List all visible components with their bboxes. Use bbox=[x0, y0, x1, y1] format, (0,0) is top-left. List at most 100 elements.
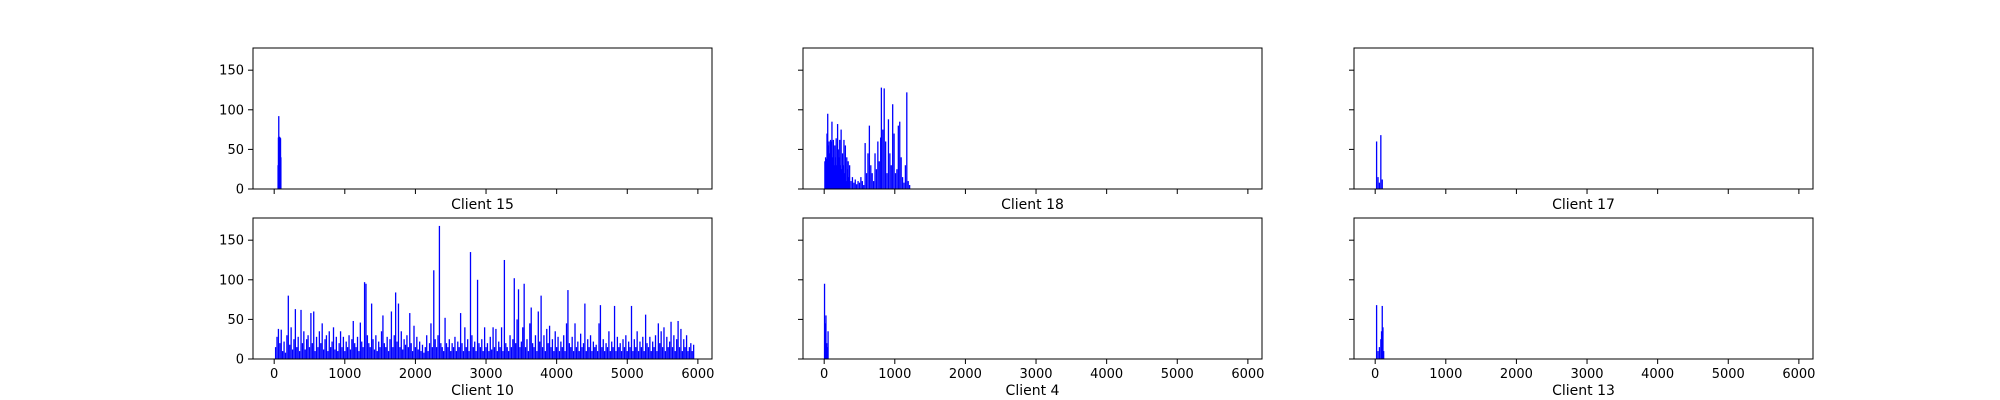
bar bbox=[534, 335, 537, 359]
bar bbox=[385, 347, 387, 359]
bar bbox=[591, 351, 593, 359]
bar bbox=[488, 351, 490, 359]
bar bbox=[835, 138, 837, 189]
x-tick-label: 1000 bbox=[328, 367, 361, 382]
bar bbox=[1378, 347, 1381, 359]
bar bbox=[1380, 339, 1382, 359]
bar bbox=[604, 351, 606, 359]
bar bbox=[580, 333, 582, 359]
bar bbox=[857, 181, 859, 189]
bar bbox=[683, 339, 685, 359]
bar bbox=[647, 347, 650, 359]
bar bbox=[889, 153, 891, 189]
bar bbox=[867, 153, 869, 189]
x-tick-label: 1000 bbox=[1429, 367, 1462, 382]
x-tick-label: 6000 bbox=[1231, 367, 1264, 382]
bar bbox=[824, 157, 827, 189]
bar bbox=[547, 343, 549, 359]
x-tick-label: 4000 bbox=[540, 367, 573, 382]
bar bbox=[458, 347, 460, 359]
bar bbox=[354, 343, 356, 359]
bar bbox=[596, 351, 599, 359]
bar bbox=[637, 351, 640, 359]
bar bbox=[1375, 141, 1378, 189]
bar bbox=[599, 305, 602, 359]
bar bbox=[284, 352, 287, 359]
y-tick-label: 100 bbox=[219, 273, 244, 288]
bar bbox=[1380, 135, 1382, 189]
bar bbox=[649, 336, 651, 359]
bar bbox=[506, 347, 508, 359]
bar bbox=[654, 335, 657, 359]
bar bbox=[883, 88, 885, 189]
bar bbox=[588, 347, 590, 359]
bar bbox=[893, 133, 895, 189]
bar bbox=[402, 349, 404, 359]
bar bbox=[313, 311, 315, 359]
y-tick-label: 0 bbox=[236, 183, 244, 198]
bar bbox=[502, 351, 504, 359]
bar bbox=[828, 141, 830, 189]
bar bbox=[553, 351, 555, 359]
bar bbox=[282, 351, 284, 359]
bar bbox=[843, 139, 845, 189]
bar bbox=[832, 139, 835, 189]
bar bbox=[529, 323, 531, 359]
bar bbox=[660, 331, 662, 359]
bar bbox=[519, 347, 521, 359]
bar bbox=[896, 169, 898, 189]
bar bbox=[406, 335, 408, 359]
bar bbox=[435, 347, 438, 359]
bar bbox=[349, 349, 352, 359]
bar bbox=[280, 157, 282, 189]
bar bbox=[906, 92, 908, 189]
bar bbox=[650, 351, 652, 359]
bar bbox=[558, 351, 561, 359]
bar bbox=[383, 343, 385, 359]
bar bbox=[327, 351, 329, 359]
bar bbox=[517, 289, 520, 359]
bar bbox=[341, 347, 343, 359]
bar bbox=[283, 341, 285, 359]
bar bbox=[306, 339, 308, 359]
y-tick-label: 50 bbox=[227, 313, 244, 328]
bar bbox=[441, 347, 443, 359]
bar bbox=[836, 165, 838, 189]
bar bbox=[483, 327, 486, 359]
bar bbox=[503, 259, 506, 359]
bar bbox=[420, 351, 422, 359]
bar bbox=[874, 153, 876, 189]
x-tick-label: 0 bbox=[1371, 367, 1379, 382]
bar bbox=[861, 181, 863, 189]
bar bbox=[279, 343, 281, 359]
x-tick-label: 6000 bbox=[681, 367, 714, 382]
bar bbox=[618, 347, 620, 359]
bar bbox=[334, 349, 336, 359]
bar bbox=[1377, 351, 1379, 359]
bar bbox=[410, 343, 412, 359]
bar bbox=[574, 323, 576, 359]
bar bbox=[459, 313, 462, 359]
bar bbox=[827, 113, 829, 189]
bar bbox=[428, 343, 431, 359]
bar bbox=[414, 347, 417, 359]
bar bbox=[330, 347, 332, 359]
x-tick-label: 6000 bbox=[1782, 367, 1815, 382]
bar bbox=[404, 344, 407, 359]
bar bbox=[397, 303, 400, 359]
bar bbox=[541, 347, 544, 359]
bar bbox=[298, 351, 301, 359]
bar bbox=[1381, 179, 1383, 189]
bar bbox=[498, 341, 500, 359]
bar bbox=[633, 339, 635, 359]
x-tick-label: 5000 bbox=[1712, 367, 1745, 382]
bar bbox=[850, 181, 852, 189]
bar bbox=[846, 157, 848, 189]
bar bbox=[844, 173, 846, 189]
bar bbox=[320, 343, 322, 359]
bar bbox=[832, 157, 834, 189]
bar bbox=[332, 327, 335, 359]
bar bbox=[293, 339, 295, 359]
bar bbox=[838, 157, 840, 189]
bar bbox=[308, 347, 311, 359]
